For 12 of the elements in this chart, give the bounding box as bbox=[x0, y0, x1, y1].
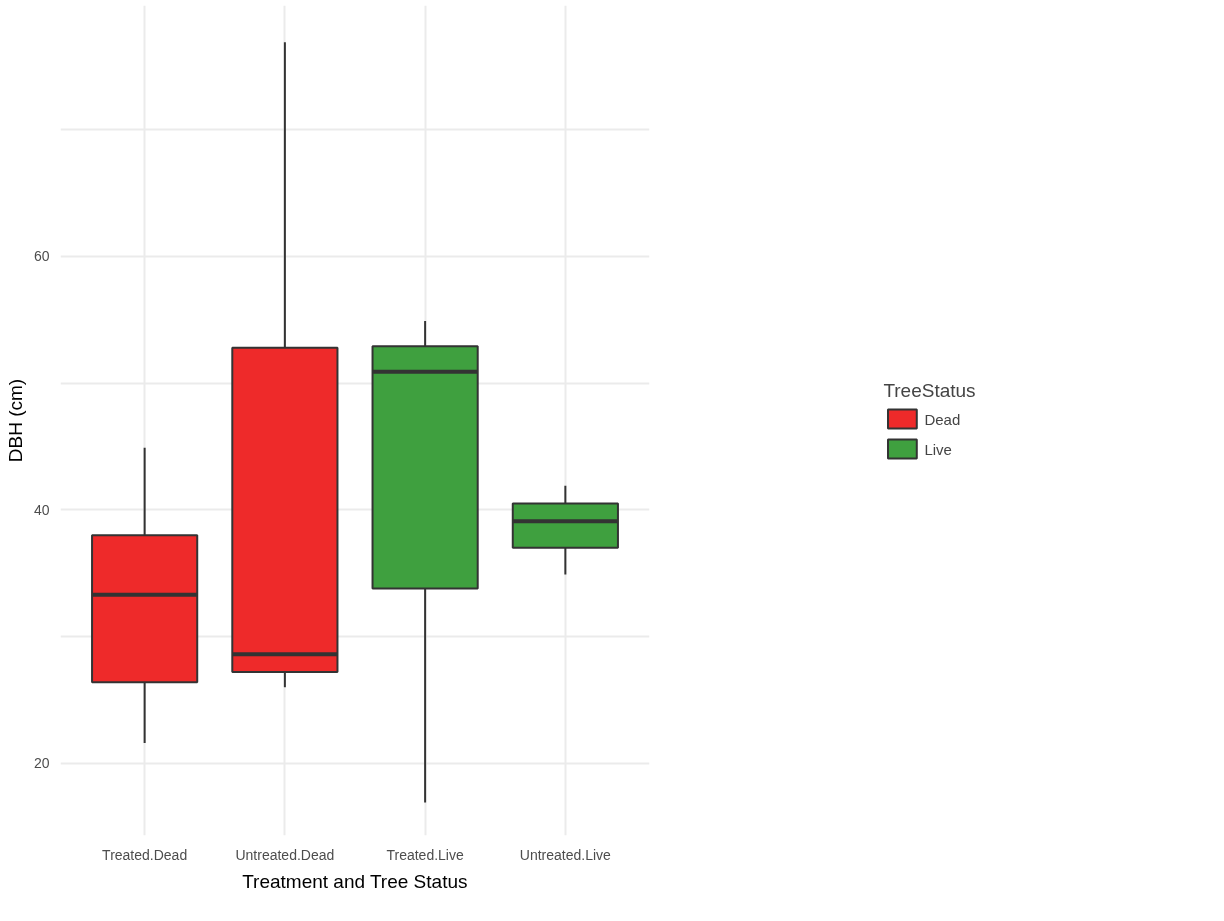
legend-label: Dead bbox=[924, 410, 961, 427]
x-tick-label: Treated.Live bbox=[386, 846, 464, 863]
y-tick-label: 40 bbox=[33, 501, 50, 518]
legend-title: TreeStatus bbox=[883, 379, 976, 402]
legend-label: Live bbox=[924, 440, 952, 457]
y-tick-label: 60 bbox=[33, 248, 50, 265]
y-tick-label: 20 bbox=[33, 755, 50, 772]
x-tick-label: Untreated.Dead bbox=[235, 846, 335, 863]
x-tick-label: Untreated.Live bbox=[519, 846, 612, 863]
y-axis-title: DBH (cm) bbox=[4, 378, 26, 463]
x-tick-label: Treated.Dead bbox=[102, 846, 188, 863]
x-axis-title: Treatment and Tree Status bbox=[242, 870, 468, 892]
